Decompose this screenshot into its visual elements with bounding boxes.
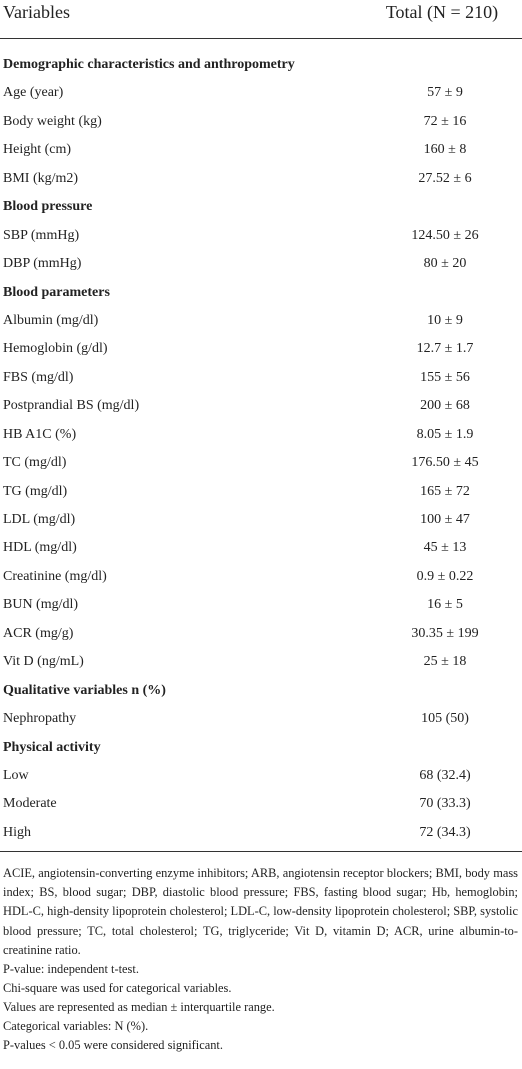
table-row: DBP (mmHg) 80 ± 20: [0, 250, 522, 278]
table-row: Low 68 (32.4): [0, 762, 522, 790]
variable-cell: Low: [3, 767, 29, 783]
variable-cell: Albumin (mg/dl): [3, 312, 99, 328]
variable-cell: BMI (kg/m2): [3, 170, 79, 186]
table-row: TG (mg/dl) 165 ± 72: [0, 478, 522, 506]
variable-cell: FBS (mg/dl): [3, 369, 74, 385]
note: P-values < 0.05 were considered signific…: [3, 1038, 223, 1053]
section-title: Physical activity: [3, 739, 101, 755]
section-title: Qualitative variables n (%): [3, 682, 166, 698]
value-cell: 176.50 ± 45: [411, 455, 479, 471]
variable-cell: Postprandial BS (mg/dl): [3, 398, 140, 414]
table-row: TC (mg/dl) 176.50 ± 45: [0, 449, 522, 477]
table-row: HDL (mg/dl) 45 ± 13: [0, 534, 522, 562]
variable-cell: Body weight (kg): [3, 113, 102, 129]
note: Values are represented as median ± inter…: [3, 999, 275, 1014]
table-row: Height (cm) 160 ± 8: [0, 136, 522, 164]
variable-cell: Creatinine (mg/dl): [3, 568, 107, 584]
note: ACIE, angiotensin-converting enzyme inhi…: [3, 866, 518, 957]
table-row: FBS (mg/dl) 155 ± 56: [0, 364, 522, 392]
table-row: Moderate 70 (33.3): [0, 790, 522, 818]
table-row: Albumin (mg/dl) 10 ± 9: [0, 307, 522, 335]
variable-cell: ACR (mg/g): [3, 625, 74, 641]
table-row: Hemoglobin (g/dl) 12.7 ± 1.7: [0, 335, 522, 363]
variable-cell: TG (mg/dl): [3, 483, 68, 499]
value-cell: 30.35 ± 199: [411, 625, 479, 641]
variable-cell: TC (mg/dl): [3, 455, 67, 471]
table-header: Variables Total (N = 210): [0, 0, 522, 39]
table-row: ACR (mg/g) 30.35 ± 199: [0, 620, 522, 648]
value-cell: 105 (50): [421, 711, 469, 727]
header-cell: Variables: [3, 2, 70, 22]
table-row: LDL (mg/dl) 100 ± 47: [0, 506, 522, 534]
value-cell: 200 ± 68: [420, 398, 470, 414]
section-title: Demographic characteristics and anthropo…: [3, 57, 295, 72]
variable-cell: Age (year): [3, 85, 64, 101]
value-cell: 70 (33.3): [419, 796, 471, 812]
table-row: Postprandial BS (mg/dl) 200 ± 68: [0, 392, 522, 420]
value-cell: 25 ± 18: [423, 654, 467, 670]
value-cell: 57 ± 9: [427, 85, 463, 101]
section-title: Blood parameters: [3, 284, 110, 300]
variable-cell: Vit D (ng/mL): [3, 654, 84, 670]
header-cell: Total (N = 210): [385, 2, 499, 22]
variable-cell: BUN (mg/dl): [3, 597, 79, 613]
note: Categorical variables: N (%).: [3, 1019, 149, 1033]
value-cell: 160 ± 8: [423, 142, 467, 158]
section-row: Qualitative variables n (%): [0, 677, 522, 705]
variable-cell: DBP (mmHg): [3, 256, 82, 272]
table-row: High 72 (34.3): [0, 819, 522, 847]
section-row: Physical activity: [0, 734, 522, 762]
table-row: Creatinine (mg/dl) 0.9 ± 0.22: [0, 563, 522, 591]
table-row: BMI (kg/m2) 27.52 ± 6: [0, 165, 522, 193]
section-row: Blood pressure: [0, 193, 522, 221]
table-row: Body weight (kg) 72 ± 16: [0, 108, 522, 136]
variable-cell: Nephropathy: [3, 711, 77, 727]
value-cell: 12.7 ± 1.7: [416, 341, 474, 357]
value-cell: 124.50 ± 26: [411, 227, 479, 243]
table-row: Age (year) 57 ± 9: [0, 79, 522, 107]
note: Chi-square was used for categorical vari…: [3, 980, 232, 995]
value-cell: 0.9 ± 0.22: [416, 568, 474, 584]
value-cell: 155 ± 56: [420, 369, 470, 385]
value-cell: 80 ± 20: [423, 256, 467, 272]
value-cell: 27.52 ± 6: [418, 170, 472, 186]
variable-cell: Hemoglobin (g/dl): [3, 341, 108, 357]
variable-cell: High: [3, 824, 31, 840]
value-cell: 8.05 ± 1.9: [416, 426, 474, 442]
table-row: Vit D (ng/mL) 25 ± 18: [0, 648, 522, 676]
section-row: Demographic characteristics and anthropo…: [0, 51, 522, 79]
table-row: BUN (mg/dl) 16 ± 5: [0, 591, 522, 619]
section-row: Blood parameters: [0, 279, 522, 307]
table-row: SBP (mmHg) 124.50 ± 26: [0, 222, 522, 250]
table-row: Nephropathy 105 (50): [0, 705, 522, 733]
table-notes: ACIE, angiotensin-converting enzyme inhi…: [0, 852, 522, 1055]
value-cell: 72 (34.3): [419, 824, 471, 840]
section-title: Blood pressure: [3, 199, 93, 215]
value-cell: 72 ± 16: [423, 113, 467, 129]
value-cell: 165 ± 72: [420, 483, 470, 499]
variable-cell: HB A1C (%): [3, 426, 77, 442]
value-cell: 68 (32.4): [419, 767, 471, 783]
table-body: Demographic characteristics and anthropo…: [0, 39, 522, 853]
variable-cell: Moderate: [3, 796, 57, 812]
value-cell: 45 ± 13: [423, 540, 467, 556]
value-cell: 100 ± 47: [420, 512, 470, 527]
table-row: HB A1C (%) 8.05 ± 1.9: [0, 421, 522, 449]
note: P-value: independent t-test.: [3, 961, 139, 976]
variable-cell: SBP (mmHg): [3, 227, 80, 243]
variable-cell: Height (cm): [3, 142, 72, 158]
value-cell: 16 ± 5: [427, 597, 463, 613]
value-cell: 10 ± 9: [427, 312, 463, 328]
variable-cell: LDL (mg/dl): [3, 512, 76, 527]
variable-cell: HDL (mg/dl): [3, 540, 77, 556]
